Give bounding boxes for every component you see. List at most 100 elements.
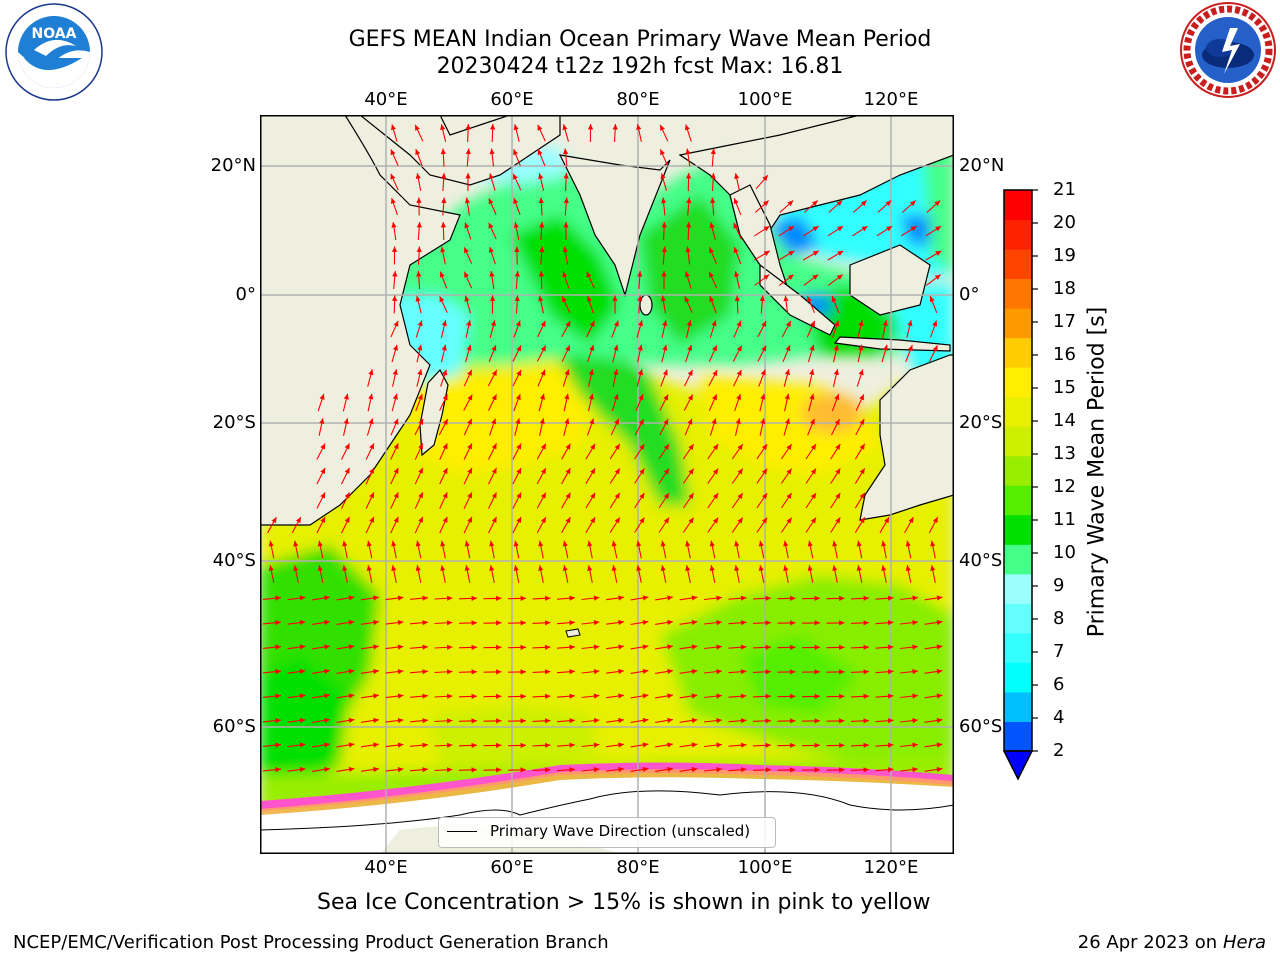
wave-arrow-head	[863, 595, 869, 601]
wave-arrow-head	[515, 394, 521, 401]
footer-right: 26 Apr 2023 on Hera	[1078, 932, 1266, 953]
wave-arrow-head	[814, 718, 820, 724]
wave-arrow-head	[613, 320, 619, 327]
wave-arrow-head	[712, 493, 719, 499]
wave-arrow-head	[464, 197, 470, 204]
wave-arrow-head	[758, 565, 764, 571]
wave-arrow-head	[734, 271, 740, 278]
wave-arrow-head	[422, 620, 428, 626]
wave-arrow-head	[807, 540, 813, 547]
lon-label-top: 120°E	[863, 89, 919, 110]
wave-arrow-head	[390, 149, 396, 156]
wave-arrow-head	[471, 620, 477, 626]
wave-arrow-head	[814, 669, 820, 675]
wave-arrow-head	[393, 418, 399, 425]
wave-arrow-head	[734, 565, 740, 571]
wave-period-map	[260, 115, 954, 854]
wave-arrow-head	[440, 124, 446, 131]
wave-arrow-head	[661, 197, 667, 204]
colorbar-tick-label: 18	[1053, 278, 1076, 299]
wave-arrow-head	[422, 595, 428, 601]
wave-arrow-head	[440, 222, 446, 228]
wave-arrow-head	[618, 668, 624, 675]
wave-arrow-head	[440, 246, 446, 253]
wave-arrow-head	[271, 517, 277, 524]
wave-arrow-head	[733, 198, 739, 205]
wave-arrow-head	[442, 443, 448, 450]
wave-arrow-head	[667, 619, 673, 625]
colorbar-segment	[1004, 573, 1032, 604]
wave-arrow-head	[516, 468, 522, 474]
wave-period-field	[260, 115, 954, 815]
wave-arrow-head	[373, 742, 379, 748]
wave-arrow-head	[520, 767, 526, 773]
wave-arrow-head	[562, 246, 568, 253]
wave-arrow-head	[447, 693, 453, 699]
wave-arrow-head	[538, 565, 544, 571]
wave-arrow-head	[837, 226, 844, 232]
colorbar-segment	[1004, 190, 1032, 221]
wave-arrow-head	[710, 148, 716, 155]
wave-arrow-head	[442, 516, 448, 523]
wave-arrow-head	[275, 595, 281, 601]
wave-arrow-head	[588, 369, 594, 376]
wave-arrow-head	[417, 394, 423, 400]
wave-arrow-head	[320, 443, 326, 450]
wave-arrow-head	[397, 669, 404, 675]
wave-arrow-head	[614, 468, 620, 475]
wave-arrow-head	[613, 393, 619, 400]
wave-arrow-head	[618, 693, 624, 699]
wave-arrow-head	[612, 295, 618, 301]
wave-arrow-head	[905, 565, 911, 571]
wave-arrow-head	[712, 517, 719, 524]
wave-arrow-head	[520, 595, 526, 601]
wave-arrow-head	[812, 250, 819, 256]
wave-arrow-head	[786, 468, 792, 475]
wave-arrow-head	[709, 296, 715, 302]
wave-arrow-head	[538, 197, 544, 204]
wave-arrow-head	[491, 516, 497, 523]
wave-arrow-head	[348, 742, 355, 748]
wave-arrow-head	[859, 394, 864, 401]
wave-arrow-head	[439, 271, 445, 278]
wave-arrow-head	[344, 492, 350, 499]
wave-arrow-head	[464, 247, 469, 254]
wave-arrow-head	[812, 226, 819, 232]
wave-arrow-head	[740, 742, 747, 748]
wave-arrow-head	[275, 644, 281, 650]
wave-arrow-head	[910, 226, 917, 232]
wave-arrow-head	[417, 344, 423, 351]
wave-arrow-head	[593, 693, 600, 699]
wave-arrow-head	[540, 320, 546, 327]
wave-arrow-head	[810, 444, 816, 450]
colorbar-tick-label: 15	[1053, 377, 1076, 398]
wave-arrow-head	[614, 492, 620, 499]
wave-arrow-head	[418, 516, 423, 523]
wave-arrow-head	[319, 393, 325, 400]
wave-arrow-head	[496, 742, 502, 748]
wave-arrow-head	[391, 540, 397, 547]
wave-arrow-head	[912, 644, 918, 650]
india-land	[558, 154, 671, 298]
wave-arrow-head	[562, 271, 568, 278]
wave-arrow-head	[319, 418, 325, 424]
wave-arrow-head	[858, 344, 864, 351]
wave-arrow-head	[660, 295, 666, 302]
wave-arrow-head	[762, 175, 768, 181]
wave-arrow-head	[686, 320, 692, 327]
wave-arrow-head	[590, 468, 596, 475]
wave-arrow-head	[814, 644, 820, 650]
wave-arrow-head	[685, 540, 691, 547]
chart-subtitle: 20230424 t12z 192h fcst Max: 16.81	[436, 54, 844, 79]
wave-arrow-head	[467, 492, 472, 499]
wave-arrow-head	[295, 517, 301, 524]
wave-arrow-head	[275, 718, 281, 724]
wave-arrow-head	[763, 274, 770, 280]
wave-arrow-head	[711, 320, 717, 327]
wave-arrow-head	[912, 742, 918, 748]
wave-arrow-head	[712, 345, 717, 352]
wave-arrow-head	[491, 467, 497, 474]
java-land	[833, 336, 951, 352]
wave-arrow-head	[831, 296, 837, 303]
colorbar-frame	[1003, 189, 1033, 752]
